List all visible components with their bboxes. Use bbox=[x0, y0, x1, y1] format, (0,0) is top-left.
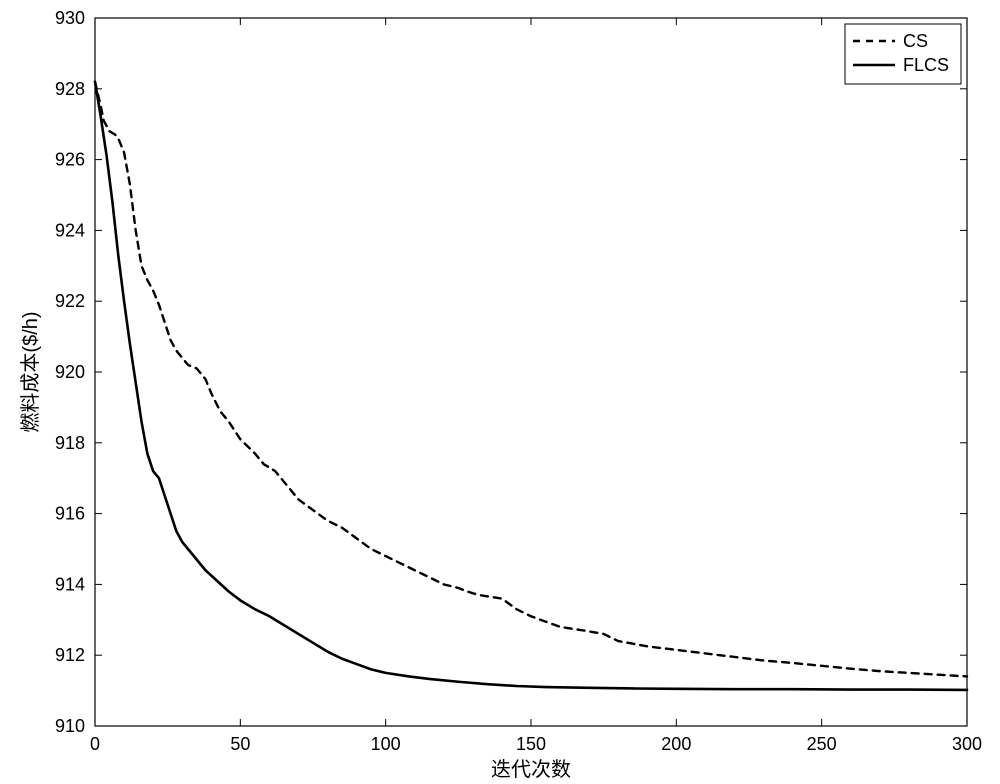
x-tick-label: 100 bbox=[371, 734, 401, 754]
y-tick-label: 910 bbox=[55, 716, 85, 736]
x-tick-label: 250 bbox=[807, 734, 837, 754]
y-tick-label: 920 bbox=[55, 362, 85, 382]
y-axis-label: 燃料成本($/h) bbox=[19, 311, 42, 432]
y-tick-label: 914 bbox=[55, 574, 85, 594]
chart-svg: 0 50 100 150 200 250 300 910 912 914 916 918 920 922 9… bbox=[0, 0, 1000, 784]
legend-label-cs: CS bbox=[903, 31, 928, 51]
y-tick-label: 922 bbox=[55, 291, 85, 311]
y-tick-label: 912 bbox=[55, 645, 85, 665]
y-tick-label: 930 bbox=[55, 8, 85, 28]
x-tick-label: 150 bbox=[516, 734, 546, 754]
y-tick-label: 926 bbox=[55, 150, 85, 170]
legend-label-flcs: FLCS bbox=[903, 55, 949, 75]
y-tick-label: 916 bbox=[55, 504, 85, 524]
y-tick-label: 918 bbox=[55, 433, 85, 453]
y-tick-label: 928 bbox=[55, 79, 85, 99]
x-tick-label: 50 bbox=[230, 734, 250, 754]
y-tick-label: 924 bbox=[55, 220, 85, 240]
convergence-chart: 0 50 100 150 200 250 300 910 912 914 916 918 920 922 9… bbox=[0, 0, 1000, 784]
x-axis-label: 迭代次数 bbox=[491, 758, 571, 781]
x-tick-label: 300 bbox=[952, 734, 982, 754]
x-tick-label: 0 bbox=[90, 734, 100, 754]
x-tick-label: 200 bbox=[661, 734, 691, 754]
